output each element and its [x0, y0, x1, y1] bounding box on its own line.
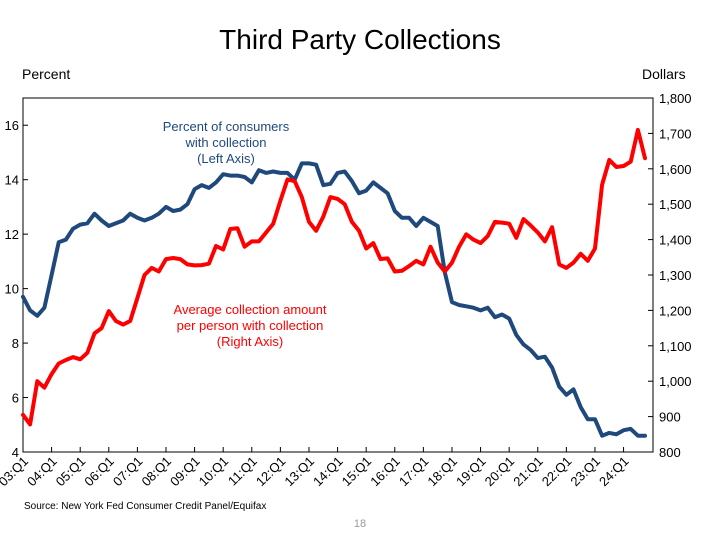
x-tick-label: 03:Q1 — [0, 454, 31, 490]
page-title: Third Party Collections — [219, 24, 501, 55]
x-tick-label: 20:Q1 — [482, 454, 518, 490]
annotation-right-series: Average collection amount — [174, 302, 327, 317]
left-axis-ticks: 4 6 8 10 12 14 16 — [5, 118, 28, 460]
x-tick-label: 12:Q1 — [253, 454, 289, 490]
series-line-average-collection-amount — [21, 127, 647, 427]
x-tick-label: 04:Q1 — [24, 454, 60, 490]
x-tick-label: 18:Q1 — [424, 454, 460, 490]
right-tick-label: 1,800 — [659, 91, 692, 106]
left-tick-label: 4 — [12, 445, 19, 460]
right-tick-label: 800 — [659, 445, 681, 460]
plot-frame — [22, 97, 654, 453]
x-tick-label: 05:Q1 — [53, 454, 89, 490]
annotation-right-series: per person with collection — [177, 318, 324, 333]
right-tick-label: 1,400 — [659, 233, 692, 248]
annotation-left-series: (Left Axis) — [197, 151, 255, 166]
x-tick-label: 19:Q1 — [453, 454, 489, 490]
x-tick-label: 06:Q1 — [81, 454, 117, 490]
right-tick-label: 1,500 — [659, 197, 692, 212]
annotation-left-series: with collection — [185, 135, 267, 150]
right-tick-label: 1,000 — [659, 374, 692, 389]
x-tick-label: 21:Q1 — [510, 454, 546, 490]
x-tick-label: 23:Q1 — [567, 454, 603, 490]
series-layer — [21, 127, 647, 438]
page-number: 18 — [353, 518, 367, 530]
x-axis-ticks: 03:Q104:Q105:Q106:Q107:Q108:Q109:Q110:Q1… — [0, 447, 632, 489]
left-tick-label: 12 — [5, 227, 19, 242]
left-tick-label: 6 — [12, 391, 19, 406]
x-tick-label: 16:Q1 — [367, 454, 403, 490]
x-tick-label: 14:Q1 — [310, 454, 346, 490]
x-tick-label: 08:Q1 — [138, 454, 174, 490]
right-axis-label: Dollars — [642, 66, 686, 82]
x-tick-label: 10:Q1 — [196, 454, 232, 490]
right-tick-label: 1,700 — [659, 126, 692, 141]
right-tick-label: 1,100 — [659, 339, 692, 354]
left-axis-label: Percent — [22, 66, 71, 82]
left-tick-label: 10 — [5, 282, 19, 297]
right-tick-label: 1,600 — [659, 162, 692, 177]
source-note: Source: New York Fed Consumer Credit Pan… — [24, 501, 267, 512]
left-tick-label: 14 — [5, 173, 19, 188]
series-line-percent-with-collection — [21, 161, 647, 438]
annotation-left-series: Percent of consumers — [163, 119, 290, 134]
x-tick-label: 09:Q1 — [167, 454, 203, 490]
right-axis-ticks: 800 900 1,000 1,100 1,200 1,300 1,400 1,500 1,60… — [648, 91, 692, 460]
left-tick-label: 16 — [5, 118, 19, 133]
annotation-right-series: (Right Axis) — [217, 334, 283, 349]
right-tick-label: 1,300 — [659, 268, 692, 283]
x-tick-label: 15:Q1 — [339, 454, 375, 490]
x-tick-label: 07:Q1 — [110, 454, 146, 490]
right-tick-label: 900 — [659, 410, 681, 425]
x-tick-label: 13:Q1 — [281, 454, 317, 490]
x-tick-label: 22:Q1 — [539, 454, 575, 490]
x-tick-label: 24:Q1 — [596, 454, 632, 490]
left-tick-label: 8 — [12, 336, 19, 351]
right-tick-label: 1,200 — [659, 303, 692, 318]
x-tick-label: 17:Q1 — [396, 454, 432, 490]
x-tick-label: 11:Q1 — [225, 454, 260, 489]
